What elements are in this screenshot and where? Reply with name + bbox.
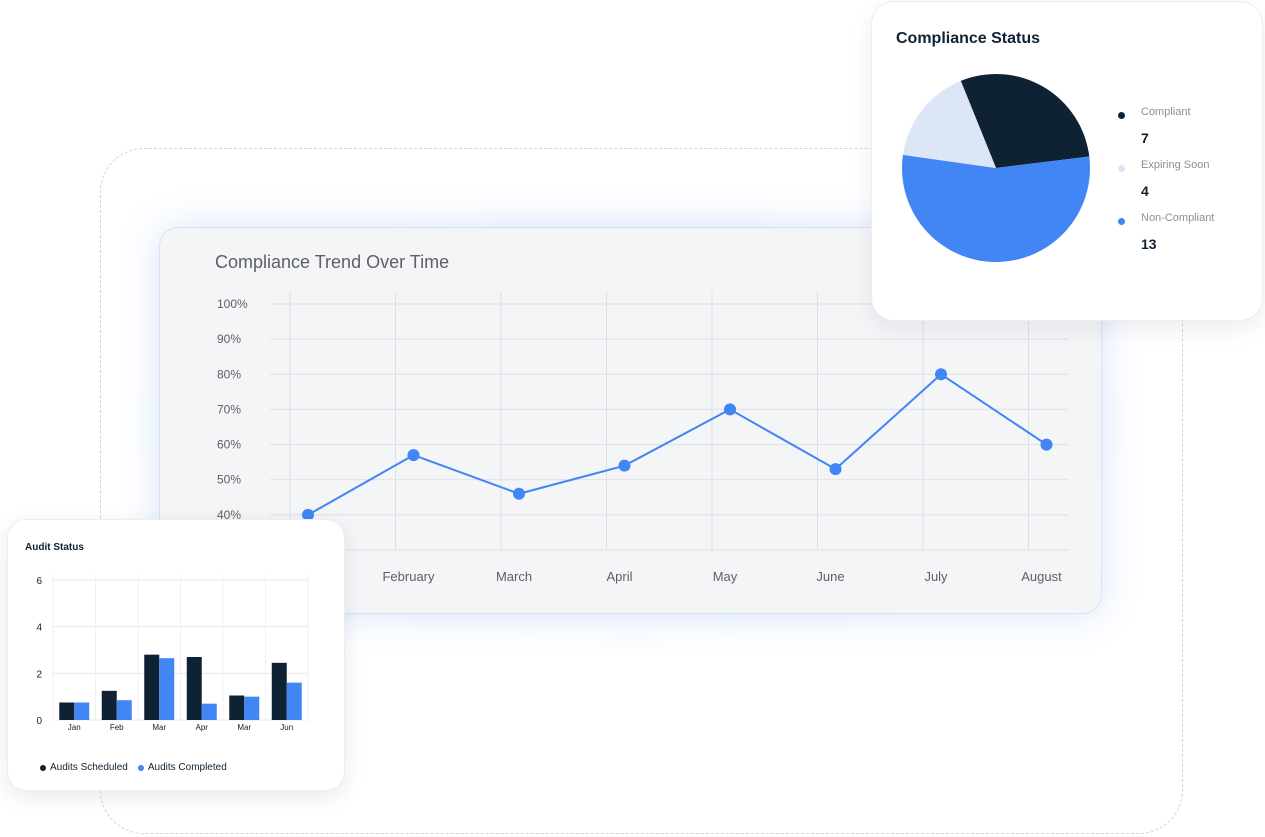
x-tick-label: Mar [152,723,166,732]
y-tick-label: 90% [217,332,241,346]
x-tick-label: Mar [237,723,251,732]
x-tick-label: June [816,569,844,584]
bar [74,702,90,720]
trend-point [407,449,420,462]
legend-dot [1118,112,1125,119]
trend-point [1040,438,1053,451]
compliance-status-card: Compliance Status Compliant 7 Expiring Soo… [872,2,1262,320]
pie-chart [902,74,1090,263]
bar [186,657,202,720]
trend-point [724,403,736,416]
bar [101,690,117,720]
trend-point [302,508,314,521]
x-tick-label: February [382,569,435,584]
legend-value: 7 [1141,130,1149,146]
y-tick-label: 0 [36,716,42,727]
trend-line [307,373,1048,516]
y-tick-label: 2 [36,669,42,680]
x-tick-label: July [924,569,948,584]
x-tick-label: August [1021,569,1062,584]
bar [201,703,217,720]
legend-label-scheduled: Audits Scheduled [50,762,128,773]
x-tick-label: Apr [196,723,209,732]
legend-label-completed: Audits Completed [147,762,227,773]
bar [59,702,75,720]
y-tick-label: 6 [36,576,42,587]
trend-point [935,368,947,381]
y-tick-label: 80% [217,367,241,381]
legend-value: 13 [1141,236,1157,252]
x-tick-label: Jun [280,723,293,732]
trend-chart: 100% 90% 80% 70% 60% 50% 40% February March April… [217,292,1068,584]
pie-title: Compliance Status [896,30,1041,47]
legend-dot [1118,165,1125,172]
legend-completed: Audits Completed [137,762,227,773]
bar [144,654,160,720]
pie-slice [960,74,1090,168]
bar [116,700,132,720]
trend-title: Compliance Trend Over Time [215,252,450,272]
audit-bar-chart: 6 4 2 0 Jan Feb Mar Apr Mar Jun [36,575,309,732]
pie-slice [902,80,996,168]
y-tick-label: 60% [217,438,241,452]
bar [244,696,260,720]
legend-dot-scheduled [40,764,46,771]
y-tick-label: 70% [217,402,241,416]
legend-label: Compliant [1141,106,1191,118]
legend-dot [1118,218,1125,225]
legend-value: 4 [1141,183,1149,199]
bar [229,695,245,720]
y-tick-label: 50% [217,473,241,487]
legend-label: Expiring Soon [1141,159,1210,171]
audit-title: Audit Status [25,542,84,553]
legend-label: Non-Compliant [1141,212,1215,224]
trend-point [513,487,525,500]
bar [286,682,302,720]
x-tick-label: May [713,569,738,584]
trend-point [829,463,842,476]
y-tick-label: 100% [217,297,248,311]
x-tick-label: April [606,569,632,584]
bar [159,658,175,720]
bar [271,662,287,720]
x-tick-label: Feb [110,723,124,732]
x-tick-label: Jan [68,723,81,732]
audit-legend: Audits Scheduled Audits Completed [40,762,227,773]
trend-point [618,459,631,472]
y-tick-label: 4 [36,623,42,634]
y-tick-label: 40% [217,508,241,522]
pie-slice [902,154,1090,263]
x-tick-label: March [496,569,532,584]
legend-scheduled: Audits Scheduled [40,762,128,773]
legend-dot-completed [137,764,144,771]
audit-status-card: Audit Status 6 4 2 0 Jan Feb Mar Apr Mar Jun Audi… [8,520,344,790]
dashed-frame [100,148,1183,834]
